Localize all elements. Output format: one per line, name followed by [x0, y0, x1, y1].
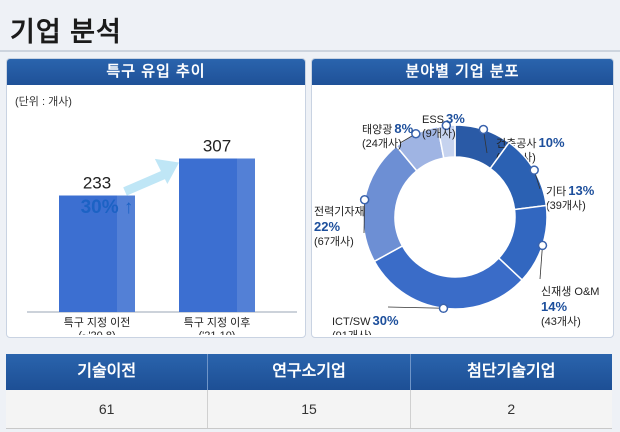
stats-value-high-tech: 2	[507, 401, 516, 417]
bar-category-0: 특구 지정 이전	[64, 316, 131, 329]
inflow-trend-panel: 특구 유입 추이 (단위 : 개사) 233 특구 지정 이전(~'20.8) 30…	[6, 58, 306, 338]
donut-slice-3	[373, 244, 524, 310]
slice-percent-2: 14%	[541, 299, 567, 314]
slice-name-3: ICT/SW	[332, 316, 371, 328]
slice-percent-6: 3%	[446, 111, 465, 126]
slice-count-5: (24개사)	[362, 137, 402, 150]
slice-percent-5: 8%	[394, 121, 413, 136]
slice-marker-6	[441, 120, 452, 131]
bar-1	[179, 158, 255, 312]
slice-marker-5	[411, 129, 421, 139]
slice-name-5: 태양광	[362, 123, 392, 136]
slice-percent-4: 22%	[314, 219, 340, 234]
bar-shade-0	[117, 195, 135, 312]
bar-category-1: 특구 지정 이후	[184, 316, 251, 329]
slice-marker-1	[529, 165, 539, 175]
slice-leader-4	[363, 199, 366, 234]
slice-count-2: (43개사)	[541, 315, 581, 328]
bar-category-period-0: (~'20.8)	[78, 330, 115, 335]
growth-arrow-head	[154, 158, 179, 184]
slice-count-3: (91개사)	[332, 329, 372, 335]
slice-percent-0: 10%	[538, 135, 564, 150]
stats-value-research-company: 15	[208, 390, 411, 428]
bar-value-1: 307	[203, 137, 231, 156]
slice-count-1: (39개사)	[546, 199, 586, 212]
inflow-bar-chart: (단위 : 개사) 233 특구 지정 이전(~'20.8) 307 특구 지정 이후…	[15, 95, 297, 337]
slice-label-2: 신재생 O&M 14% (43개사)	[541, 285, 599, 328]
stats-value-tech-transfer: 61	[6, 390, 209, 428]
growth-arrow-shaft	[123, 168, 171, 196]
bar-value-0: 233	[83, 174, 111, 193]
page-title: 기업 분석	[10, 17, 122, 47]
slice-name-1: 기타	[546, 185, 566, 198]
slice-marker-2	[537, 240, 548, 251]
stats-header-research-company: 연구소기업	[208, 354, 411, 390]
company-stats-table: 기술이전 연구소기업 첨단기술기업 61 15 2	[6, 354, 612, 429]
stats-value-row: 61 15 2	[6, 390, 612, 429]
donut-slice-4	[362, 145, 418, 263]
bar-shade-1	[237, 158, 255, 312]
slice-leader-2	[539, 245, 543, 280]
slice-count-4: (67개사)	[314, 235, 354, 248]
stats-header-row: 기술이전 연구소기업 첨단기술기업	[6, 354, 612, 390]
unit-note: (단위 : 개사)	[15, 95, 72, 108]
growth-annotation: 30% ↑	[81, 197, 134, 218]
slice-marker-4	[359, 195, 370, 205]
slice-name-4: 전력기자재	[314, 205, 365, 218]
slice-name-2: 신재생 O&M	[541, 285, 599, 298]
slice-label-6: ESS 3% (9개사)	[422, 111, 465, 140]
slice-percent-1: 13%	[568, 183, 594, 198]
bar-0	[59, 195, 135, 312]
slice-leader-3	[387, 306, 444, 309]
slice-label-4: 전력기자재 22% (67개사)	[314, 205, 365, 248]
slice-label-1: 기타 13% (39개사)	[546, 183, 595, 212]
title-divider	[0, 50, 620, 52]
slice-marker-3	[438, 303, 449, 314]
slice-marker-0	[478, 124, 489, 135]
stats-header-tech-transfer: 기술이전	[6, 354, 209, 390]
slice-label-5: 태양광 8% (24개사)	[362, 121, 414, 150]
slice-count-6: (9개사)	[422, 127, 456, 140]
sector-distribution-title: 분야별 기업 분포	[312, 59, 613, 85]
stats-header-high-tech: 첨단기술기업	[467, 363, 556, 380]
bar-category-period-1: ('21.10)	[199, 330, 236, 335]
slice-name-6: ESS	[422, 114, 444, 126]
slice-percent-3: 30%	[373, 313, 399, 328]
inflow-trend-title: 특구 유입 추이	[7, 59, 305, 85]
